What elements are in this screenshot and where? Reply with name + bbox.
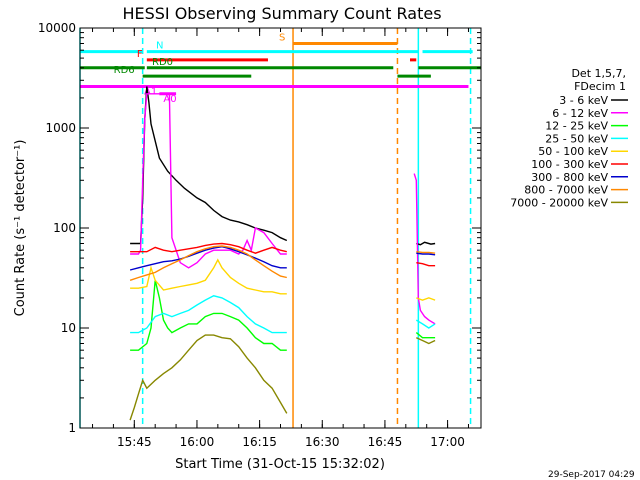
series-lines [129, 86, 436, 421]
y-tick-label-100: 100 [53, 221, 76, 235]
x-tick-label-16-00: 16:00 [180, 435, 215, 449]
series-line-100-300-kev-2 [416, 262, 436, 267]
series-line-3-6-kev-2 [416, 241, 436, 246]
chart-title: HESSI Observing Summary Count Rates [122, 4, 441, 23]
y-tick-label-1000: 1000 [45, 121, 76, 135]
series-line-3-6-kev-1 [130, 86, 288, 245]
series-line-12-25-kev-2 [415, 332, 436, 339]
x-tick-label-16-30: 16:30 [305, 435, 340, 449]
legend-header: Det 1,5,7, FDecim 1 [571, 67, 626, 93]
legend-header-line-2: FDecim 1 [574, 80, 626, 93]
series-line-300-800-kev-2 [416, 252, 436, 256]
flag-label-s: S [279, 32, 285, 43]
y-tick-label-10: 10 [61, 321, 76, 335]
x-tick-label-16-45: 16:45 [368, 435, 403, 449]
series-line-50-100-kev-2 [416, 297, 436, 301]
timestamp: 29-Sep-2017 04:29 [548, 470, 635, 480]
series-line-25-50-kev-1 [130, 295, 287, 334]
series-line-25-50-kev-2 [415, 319, 436, 329]
x-tick-label-17-00: 17:00 [430, 435, 465, 449]
flag-label-rd0: RD0 [152, 57, 173, 68]
flag-label-a1: A1 [144, 87, 157, 98]
x-tick-label-16-15: 16:15 [242, 435, 277, 449]
flag-label-rd6: RD6 [114, 65, 135, 76]
legend-label-50-100-kev: 50 - 100 keV [538, 145, 608, 158]
x-tick-label-15-45: 15:45 [117, 435, 152, 449]
series-line-6-12-kev-2 [413, 173, 436, 325]
y-axis-label: Count Rate (s⁻¹ detector⁻¹) [13, 140, 28, 317]
series-line-300-800-kev-1 [129, 245, 287, 271]
series-line-6-12-kev-1 [130, 93, 287, 269]
x-axis-label: Start Time (31-Oct-15 15:32:02) [175, 457, 385, 472]
series-line-100-300-kev-1 [130, 242, 287, 254]
y-tick-label-1: 1 [68, 421, 76, 435]
y-tick-label-10000: 10000 [38, 21, 76, 35]
legend-label-300-800-kev: 300 - 800 keV [531, 171, 608, 184]
series-line-7000-20000-kev-1 [129, 334, 288, 421]
legend-label-800-7000-kev: 800 - 7000 keV [524, 184, 608, 197]
series-line-800-7000-kev-1 [129, 245, 287, 281]
legend-label-12-25-kev: 12 - 25 keV [545, 120, 608, 133]
legend-header-line-1: Det 1,5,7, [571, 67, 626, 80]
flag-label-n: N [156, 41, 163, 52]
series-line-50-100-kev-1 [130, 258, 287, 295]
flag-label-f: F [137, 49, 143, 60]
legend-label-25-50-kev: 25 - 50 keV [545, 132, 608, 145]
legend-label-6-12-kev: 6 - 12 keV [552, 107, 608, 120]
series-line-800-7000-kev-2 [416, 251, 436, 254]
axes: 1 10 100 1000 10000 15:45 16:00 16:15 16:30 16:45… [38, 21, 482, 449]
legend-label-7000-20000-kev: 7000 - 20000 keV [510, 196, 608, 209]
legend-label-3-6-kev: 3 - 6 keV [559, 94, 608, 107]
series-line-12-25-kev-1 [130, 280, 287, 351]
legend-label-100-300-kev: 100 - 300 keV [531, 158, 608, 171]
series-line-7000-20000-kev-2 [416, 337, 436, 345]
